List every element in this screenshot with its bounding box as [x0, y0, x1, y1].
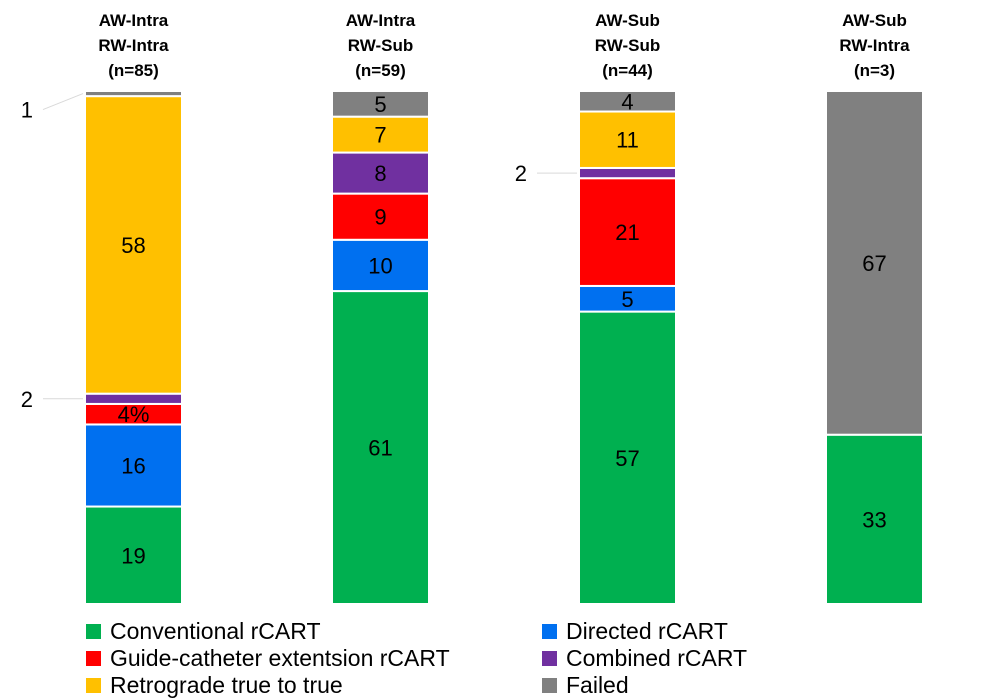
bar-segment-directed-3 — [578, 284, 677, 313]
data-label-guide-catheter-2: 9 — [374, 205, 386, 230]
callout-label-2: 2 — [21, 387, 33, 412]
bar-segment-guide-catheter-3 — [578, 177, 677, 287]
bar-segment-conventional-4 — [825, 433, 924, 605]
bar-segment-combined-2 — [331, 151, 430, 195]
bar-segment-combined-3 — [578, 166, 677, 180]
data-label-directed-1: 16 — [121, 453, 145, 478]
data-label-failed-3: 4 — [621, 89, 633, 114]
category-label-2-line-1: AW-Intra — [346, 11, 416, 30]
category-label-1-line-1: AW-Intra — [99, 11, 169, 30]
callout-leader-1 — [42, 93, 84, 111]
bar-segment-failed-3 — [578, 90, 677, 113]
bar-segment-retrograde-1 — [84, 95, 183, 395]
category-label-4-line-3: (n=3) — [854, 61, 895, 80]
callout-label-3: 2 — [515, 161, 527, 186]
data-label-directed-2: 10 — [368, 253, 392, 278]
bar-segment-failed-4 — [825, 90, 924, 436]
data-label-guide-catheter-1: 4% — [118, 402, 150, 427]
bar-segment-conventional-1 — [84, 505, 183, 605]
callout-label-1: 1 — [21, 98, 33, 123]
bar-segment-conventional-2 — [331, 290, 430, 605]
data-label-failed-2: 5 — [374, 92, 386, 117]
bar-segment-failed-1 — [84, 90, 183, 98]
data-label-failed-4: 67 — [862, 251, 886, 276]
bar-segment-directed-1 — [84, 423, 183, 508]
data-label-combined-2: 8 — [374, 161, 386, 186]
data-label-retrograde-3: 11 — [616, 128, 639, 153]
category-label-2-line-2: RW-Sub — [348, 36, 413, 55]
category-label-3-line-1: AW-Sub — [595, 11, 660, 30]
category-label-1-line-2: RW-Intra — [98, 36, 169, 55]
data-label-conventional-4: 33 — [862, 507, 886, 532]
data-label-conventional-3: 57 — [615, 446, 639, 471]
category-label-3-line-3: (n=44) — [602, 61, 653, 80]
data-label-conventional-1: 19 — [121, 543, 145, 568]
data-label-guide-catheter-3: 21 — [615, 220, 639, 245]
category-label-3-line-2: RW-Sub — [595, 36, 660, 55]
category-label-4-line-1: AW-Sub — [842, 11, 907, 30]
data-label-retrograde-2: 7 — [374, 123, 386, 148]
category-label-1-line-3: (n=85) — [108, 61, 159, 80]
data-label-conventional-2: 61 — [368, 436, 392, 461]
data-label-retrograde-1: 58 — [121, 233, 145, 258]
category-label-2-line-3: (n=59) — [355, 61, 406, 80]
bar-segment-retrograde-2 — [331, 115, 430, 154]
bar-segment-combined-1 — [84, 392, 183, 405]
data-label-directed-3: 5 — [621, 287, 633, 312]
bar-segment-failed-2 — [331, 90, 430, 118]
category-label-4-line-2: RW-Intra — [839, 36, 910, 55]
bar-segment-guide-catheter-2 — [331, 192, 430, 241]
bar-segment-retrograde-3 — [578, 110, 677, 169]
